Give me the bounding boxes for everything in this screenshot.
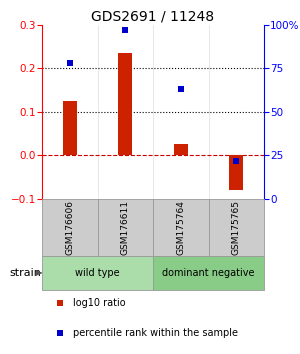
Text: GSM176611: GSM176611 [121, 200, 130, 255]
Text: wild type: wild type [75, 268, 120, 278]
Text: percentile rank within the sample: percentile rank within the sample [73, 328, 238, 338]
Title: GDS2691 / 11248: GDS2691 / 11248 [92, 10, 214, 24]
Point [57, 330, 62, 336]
Text: strain: strain [9, 268, 41, 278]
Text: GSM175765: GSM175765 [232, 200, 241, 255]
Text: GSM176606: GSM176606 [65, 200, 74, 255]
Text: log10 ratio: log10 ratio [73, 298, 126, 308]
Bar [174, 144, 188, 155]
Bar [42, 256, 153, 290]
Point [67, 60, 72, 66]
Bar [229, 155, 243, 190]
Bar [208, 199, 264, 256]
Bar [118, 53, 132, 155]
Bar [42, 199, 98, 256]
Point [57, 300, 62, 306]
Text: dominant negative: dominant negative [162, 268, 255, 278]
Text: GSM175764: GSM175764 [176, 200, 185, 255]
Point [178, 86, 183, 92]
Point [234, 158, 239, 164]
Bar [63, 101, 77, 155]
Bar [153, 199, 208, 256]
Point [123, 27, 128, 33]
Bar [98, 199, 153, 256]
Bar [153, 256, 264, 290]
